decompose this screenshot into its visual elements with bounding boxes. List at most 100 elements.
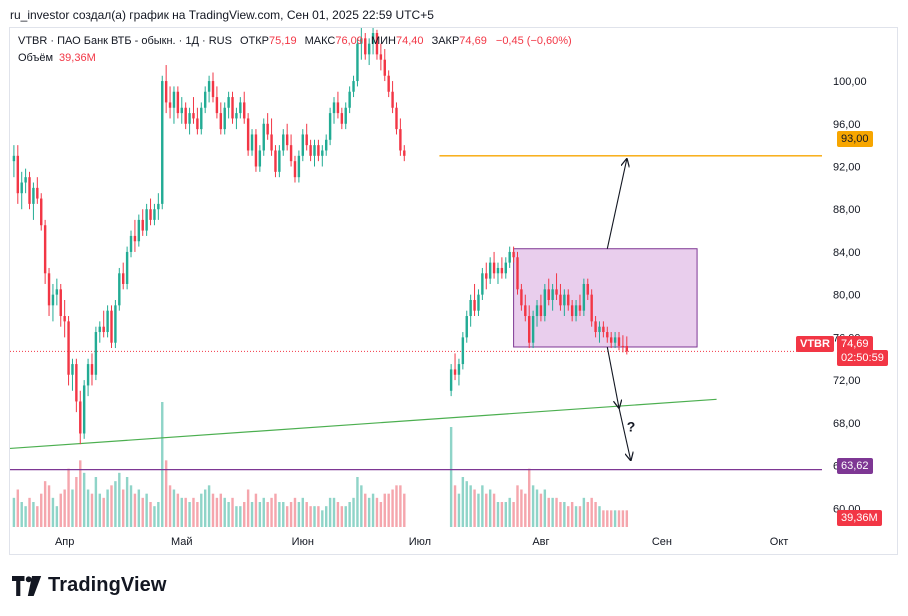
candle-body <box>512 251 515 258</box>
trend-line[interactable] <box>10 398 717 450</box>
price-axis-tick: 72,00 <box>833 375 861 387</box>
volume-bar <box>449 427 453 527</box>
candle-body <box>200 107 203 130</box>
volume-bar <box>67 468 70 527</box>
volume-bar <box>211 493 215 527</box>
volume-bar <box>586 502 589 527</box>
volume-bar <box>20 502 23 527</box>
volume-bar <box>122 489 125 527</box>
volume-bar <box>543 489 547 527</box>
forecast-arrow[interactable] <box>618 407 631 460</box>
volume-bar <box>555 497 558 527</box>
candle-body <box>559 294 562 306</box>
candle-body <box>504 262 507 274</box>
candle-body <box>606 332 609 338</box>
candle-body <box>465 316 468 338</box>
forecast-arrow[interactable] <box>606 159 627 249</box>
price-axis-tick: 92,00 <box>833 161 861 173</box>
volume-bar <box>141 497 144 527</box>
volume-bar <box>43 481 47 527</box>
candle-body <box>203 91 207 108</box>
price-chart[interactable]: 60,0064,0068,0072,0076,0080,0084,0088,00… <box>10 28 897 554</box>
volume-bar <box>590 497 593 527</box>
volume-bar <box>606 510 609 527</box>
chart-frame[interactable]: 60,0064,0068,0072,0076,0080,0084,0088,00… <box>9 27 898 555</box>
candle-body <box>118 273 121 306</box>
volume-bar <box>516 485 519 527</box>
candle-body <box>367 43 371 55</box>
volume-bar <box>24 506 27 527</box>
volume-bar <box>258 502 262 527</box>
volume-bar <box>559 502 562 527</box>
candle-body <box>47 273 51 306</box>
candle-body <box>250 134 254 151</box>
volume-bar <box>387 493 390 527</box>
volume-bar <box>203 489 207 527</box>
candle-body <box>184 107 187 124</box>
candle-body <box>215 97 219 114</box>
candle-body <box>110 310 113 343</box>
volume-bar <box>375 497 379 527</box>
volume-bar <box>535 489 539 527</box>
volume-bar <box>371 493 375 527</box>
candle-body <box>137 219 141 242</box>
volume-bar <box>348 502 351 527</box>
candle-body <box>305 134 308 146</box>
volume-bar <box>496 502 500 527</box>
forecast-arrow[interactable] <box>606 346 619 408</box>
candle-body <box>67 321 70 375</box>
volume-bar <box>153 506 156 527</box>
volume-bar <box>172 489 176 527</box>
candle-body <box>383 59 386 76</box>
candle-body <box>243 102 246 119</box>
candle-body <box>492 262 496 274</box>
candle-body <box>356 43 359 82</box>
volume-bar <box>266 502 269 527</box>
candle-body <box>55 289 59 295</box>
volume-bar <box>219 493 223 527</box>
candle-body <box>262 123 265 151</box>
candle-body <box>551 289 554 300</box>
candle-body <box>79 401 82 434</box>
volume-bar <box>598 506 601 527</box>
volume-bar <box>235 506 238 527</box>
candle-body <box>582 283 586 311</box>
candle-body <box>32 187 35 204</box>
volume-bar <box>313 506 316 527</box>
volume-bar <box>86 489 90 527</box>
candle-body <box>360 38 363 44</box>
volume-bar <box>59 493 62 527</box>
tradingview-logo[interactable]: TradingView <box>12 574 167 597</box>
legend-volume-label[interactable]: Объём <box>18 52 54 64</box>
legend-change: −0,45 (−0,60%) <box>495 35 572 47</box>
candle-body <box>332 102 336 114</box>
candle-body <box>325 139 328 151</box>
candle-body <box>340 113 344 124</box>
volume-bar <box>531 485 535 527</box>
volume-bar <box>106 489 109 527</box>
volume-bar <box>157 502 160 527</box>
volume-bar <box>118 472 121 527</box>
volume-bar <box>149 502 152 527</box>
volume-bar <box>512 502 515 527</box>
legend-symbol[interactable]: VTBR · ПАО Банк ВТБ - обыкн. · 1Д · RUS <box>18 35 232 47</box>
last-price-tag: 74,69 <box>837 336 873 352</box>
volume-bar <box>98 493 101 527</box>
volume-value-tag: 39,36M <box>837 510 882 526</box>
candle-body <box>297 155 301 178</box>
candle-body <box>473 299 476 311</box>
orange-level-tag: 93,00 <box>837 131 873 147</box>
volume-bar <box>102 497 105 527</box>
price-axis-tick: 84,00 <box>833 247 861 259</box>
candle-body <box>570 305 574 317</box>
ohlc-legend: VTBR · ПАО Банк ВТБ - обыкн. · 1Д · RUS … <box>18 35 572 47</box>
volume-bar <box>133 493 137 527</box>
legend-open-value: 75,19 <box>269 35 297 47</box>
volume-bar <box>180 497 183 527</box>
volume-bar <box>617 510 621 527</box>
volume-bar <box>356 477 359 527</box>
volume-bar <box>36 506 39 527</box>
volume-bar <box>469 485 472 527</box>
volume-bar <box>137 489 141 527</box>
volume-bar <box>188 502 191 527</box>
